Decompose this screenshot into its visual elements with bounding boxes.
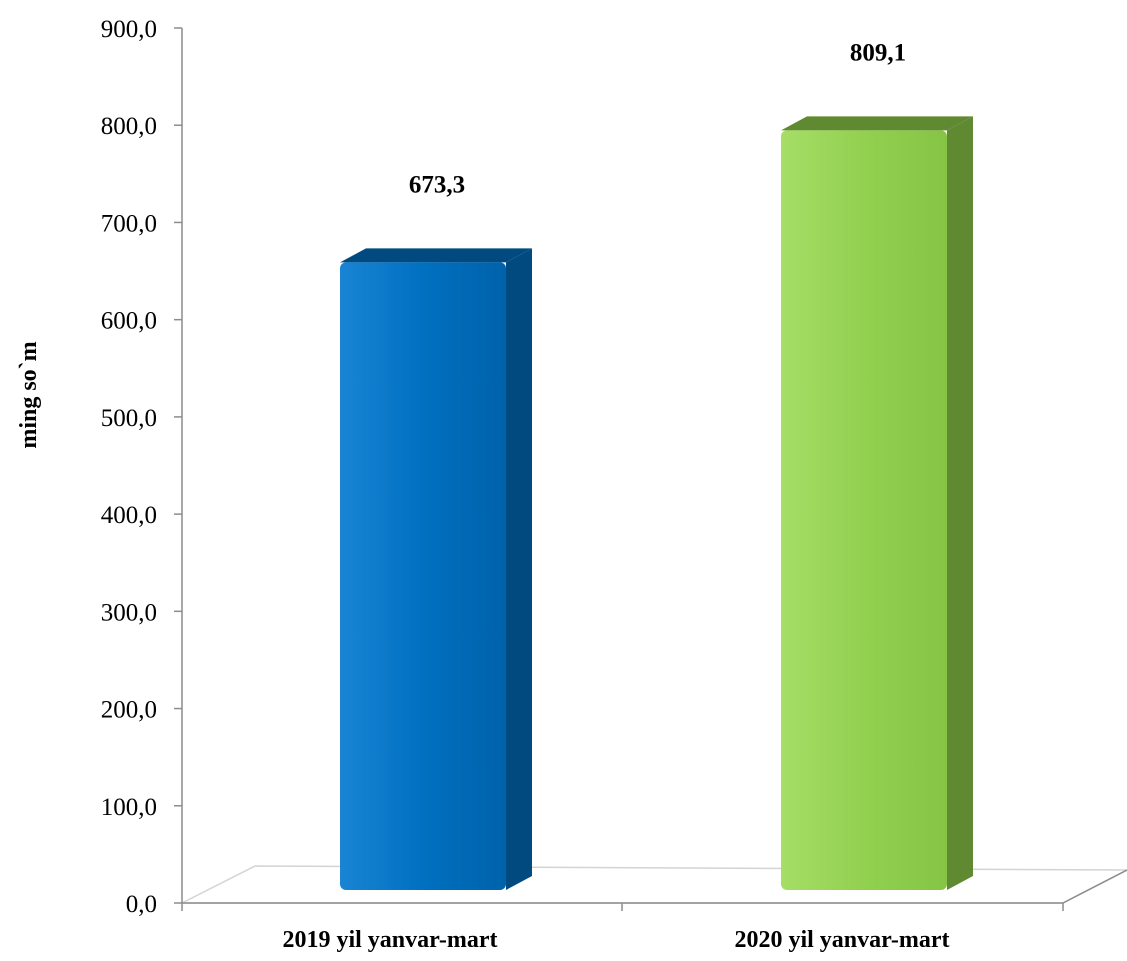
- y-tick-label: 200,0: [101, 697, 157, 724]
- data-label: 809,1: [850, 39, 906, 66]
- bar-top-face: [781, 116, 973, 131]
- bar-side-face: [506, 248, 532, 890]
- y-tick-label: 500,0: [101, 405, 157, 432]
- x-axis-depth-line: [1062, 869, 1127, 904]
- y-tick-label: 700,0: [101, 210, 157, 237]
- y-tick-label: 400,0: [101, 502, 157, 529]
- bar-top-face: [340, 248, 532, 263]
- y-tick-label: 0,0: [126, 891, 157, 918]
- chart-floor: [181, 865, 1127, 904]
- x-category-label: 2020 yil yanvar-mart: [734, 927, 949, 953]
- y-tick-label: 300,0: [101, 599, 157, 626]
- y-axis-title: ming so`m: [16, 341, 42, 448]
- y-tick-label: 100,0: [101, 794, 157, 821]
- bar: [781, 116, 973, 890]
- y-tick-label: 600,0: [101, 308, 157, 335]
- data-label: 673,3: [409, 171, 465, 198]
- bar-side-face: [947, 116, 973, 890]
- x-category-label: 2019 yil yanvar-mart: [282, 927, 497, 953]
- y-tick-label: 800,0: [101, 113, 157, 140]
- bar: [340, 248, 532, 890]
- bar-front-face: [781, 130, 947, 890]
- bar-front-face: [340, 262, 506, 890]
- y-tick-label: 900,0: [101, 16, 157, 43]
